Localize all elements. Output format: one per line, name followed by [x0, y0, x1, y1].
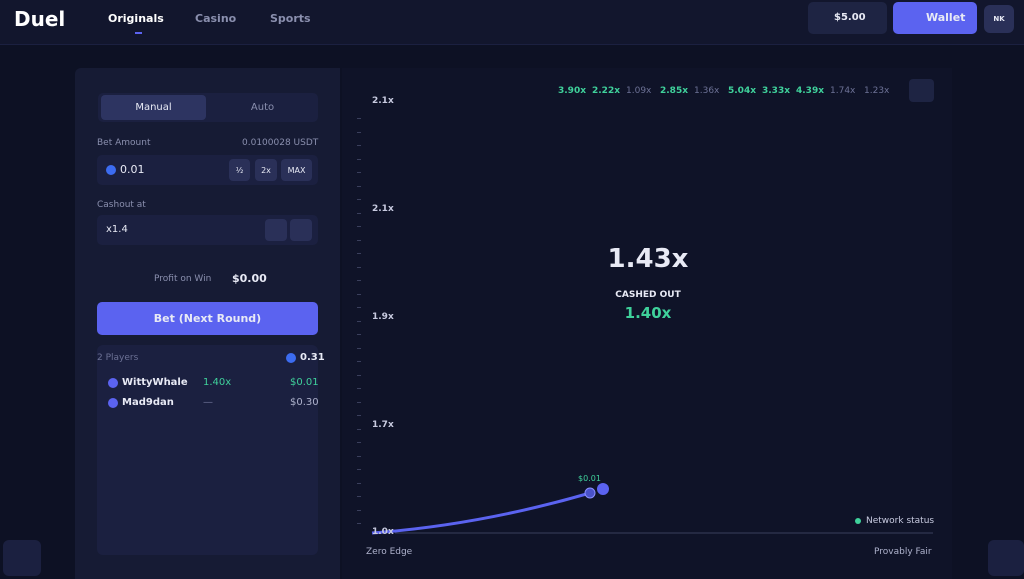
- axis-tick: [357, 428, 361, 430]
- axis-tick: [357, 482, 361, 484]
- history-item[interactable]: 2.22x: [592, 86, 621, 96]
- axis-tick: [357, 172, 361, 173]
- provably-fair[interactable]: Provably Fair: [874, 547, 932, 557]
- history-item[interactable]: 4.39x: [796, 86, 825, 96]
- bet-value: 0.01: [120, 163, 145, 176]
- y-axis-label: 2.1x: [372, 96, 394, 106]
- profit-label: Profit on Win: [154, 274, 212, 284]
- y-axis-label: 1.0x: [372, 527, 394, 537]
- players-box: [97, 345, 318, 555]
- history-item[interactable]: 1.74x: [830, 86, 856, 96]
- axis-tick: [357, 145, 361, 146]
- axis-tick: [357, 347, 361, 349]
- cashout-multiplier: 1.40x: [624, 304, 672, 322]
- axis-tick: [357, 388, 361, 389]
- player-multiplier: —: [203, 397, 213, 408]
- axis-tick: [357, 415, 361, 416]
- curve-head: [597, 483, 609, 495]
- y-axis-label: 1.7x: [372, 420, 394, 430]
- axis-tick: [357, 509, 361, 511]
- balance-button[interactable]: $5.00: [808, 2, 887, 34]
- axis-tick: [357, 455, 361, 457]
- history-item[interactable]: 3.90x: [558, 86, 587, 96]
- history-item[interactable]: 1.23x: [864, 86, 890, 96]
- current-multiplier: 1.43x: [607, 244, 689, 274]
- increase-button[interactable]: [290, 219, 312, 241]
- y-axis-label: 2.1x: [372, 204, 394, 214]
- mode-tab[interactable]: Auto: [250, 102, 275, 113]
- axis-tick: [357, 118, 361, 119]
- label: Bet Amount: [97, 138, 151, 148]
- players-total: 0.31: [300, 352, 325, 363]
- player-name: Mad9dan: [122, 397, 174, 408]
- nav-tab[interactable]: Casino: [195, 12, 237, 25]
- decrease-button[interactable]: [265, 219, 287, 241]
- multiplier-curve: [371, 491, 591, 535]
- axis-tick: [357, 226, 361, 227]
- axis-tick: [357, 158, 361, 160]
- history-item[interactable]: 2.85x: [660, 86, 689, 96]
- history-item[interactable]: 3.33x: [762, 86, 791, 96]
- y-axis-label: 1.9x: [372, 312, 394, 322]
- axis-tick: [357, 266, 361, 268]
- axis-tick: [357, 199, 361, 200]
- coin-icon: [106, 165, 116, 175]
- axis-tick: [357, 401, 361, 403]
- network-dot: [855, 518, 861, 524]
- axis-tick: [357, 523, 361, 524]
- bet-modifier[interactable]: ½: [229, 159, 250, 181]
- player-amount: $0.30: [290, 397, 319, 408]
- cashout-value: x1.4: [106, 224, 128, 235]
- axis-tick: [357, 253, 361, 254]
- player-multiplier: 1.40x: [203, 377, 232, 388]
- wallet-button[interactable]: Wallet: [893, 2, 977, 34]
- network-status: Network status: [866, 516, 935, 526]
- cashed-out-label: CASHED OUT: [615, 290, 681, 300]
- bet-modifier[interactable]: MAX: [281, 159, 312, 181]
- axis-tick: [357, 212, 361, 214]
- axis-tick: [357, 469, 361, 470]
- axis-tick: [357, 131, 361, 133]
- support-button[interactable]: [988, 540, 1024, 576]
- axis-tick: [357, 185, 361, 187]
- nav-tab[interactable]: Sports: [270, 12, 311, 25]
- bet-modifier[interactable]: 2x: [255, 159, 277, 181]
- zero-edge[interactable]: Zero Edge: [366, 547, 413, 557]
- history-item[interactable]: 1.36x: [694, 86, 720, 96]
- axis-tick: [357, 293, 361, 295]
- axis-tick: [357, 320, 361, 322]
- chat-button[interactable]: [3, 540, 41, 576]
- player-avatar: [108, 378, 118, 388]
- stats-button[interactable]: [909, 79, 934, 102]
- history-item[interactable]: 1.09x: [626, 86, 652, 96]
- marker-label: $0.01: [578, 474, 601, 483]
- axis-tick: [357, 239, 361, 241]
- axis-tick: [357, 280, 361, 281]
- player-marker: [584, 487, 596, 499]
- tab-indicator: [135, 32, 142, 34]
- label: Cashout at: [97, 200, 146, 210]
- player-name: WittyWhale: [122, 377, 188, 388]
- player-amount: $0.01: [290, 377, 319, 388]
- nav-tab[interactable]: Originals: [108, 12, 164, 25]
- usdt-amount: 0.0100028 USDT: [242, 138, 319, 148]
- axis-tick: [357, 361, 361, 362]
- avatar[interactable]: NK: [984, 5, 1014, 33]
- axis-tick: [357, 496, 361, 497]
- profit-value: $0.00: [232, 272, 267, 285]
- bet-button[interactable]: Bet (Next Round): [97, 302, 318, 335]
- axis-tick: [357, 374, 361, 376]
- game-area: [342, 68, 952, 579]
- coin-icon: [286, 353, 296, 363]
- axis-tick: [357, 334, 361, 335]
- axis-tick: [357, 442, 361, 443]
- axis-tick: [357, 307, 361, 308]
- history-item[interactable]: 5.04x: [728, 86, 757, 96]
- players-count: 2 Players: [97, 353, 139, 363]
- mode-tab[interactable]: Manual: [101, 95, 206, 120]
- logo: Duel: [14, 7, 66, 31]
- player-avatar: [108, 398, 118, 408]
